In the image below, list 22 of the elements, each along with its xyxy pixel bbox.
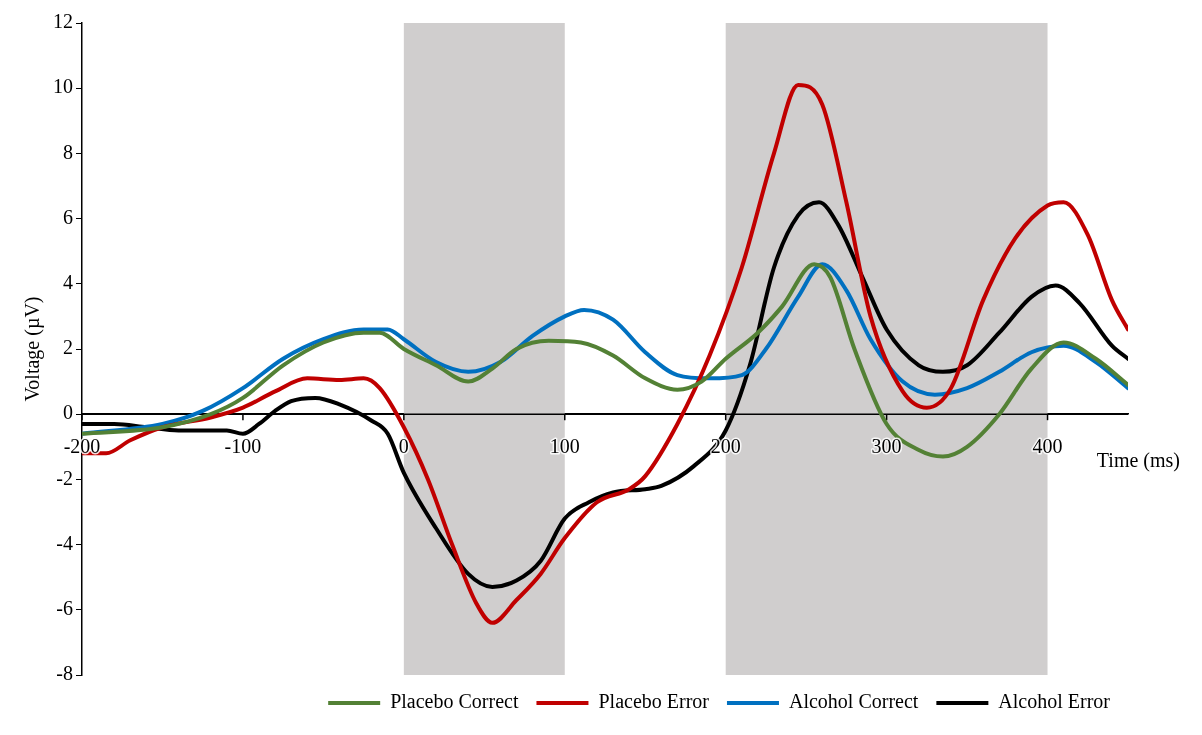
y-tick-label: 4 <box>63 271 73 294</box>
y-tick-label: 12 <box>53 10 73 33</box>
y-tick-label: 2 <box>63 336 73 359</box>
y-axis-title: Voltage (µV) <box>21 296 45 402</box>
y-tick-label: 10 <box>53 75 73 98</box>
y-tick-label: 0 <box>63 401 73 424</box>
x-axis-title: Time (ms) <box>1096 449 1180 473</box>
y-tick-label: -6 <box>56 597 73 620</box>
y-tick-label: 8 <box>63 140 73 163</box>
x-tick-label: 100 <box>549 435 580 458</box>
x-tick-label: -100 <box>224 435 262 458</box>
legend-label: Placebo Correct <box>390 690 519 713</box>
y-tick-label: -8 <box>56 662 73 685</box>
y-tick-label: -2 <box>56 466 73 489</box>
y-tick-label: 6 <box>63 205 73 228</box>
x-tick-label: 300 <box>871 435 902 458</box>
legend-label: Alcohol Error <box>998 690 1111 713</box>
x-tick-label: 400 <box>1032 435 1063 458</box>
y-tick-label: -4 <box>56 531 73 554</box>
x-tick-label: 0 <box>398 435 409 458</box>
legend-label: Alcohol Correct <box>788 690 919 713</box>
legend-label: Placebo Error <box>598 690 710 713</box>
